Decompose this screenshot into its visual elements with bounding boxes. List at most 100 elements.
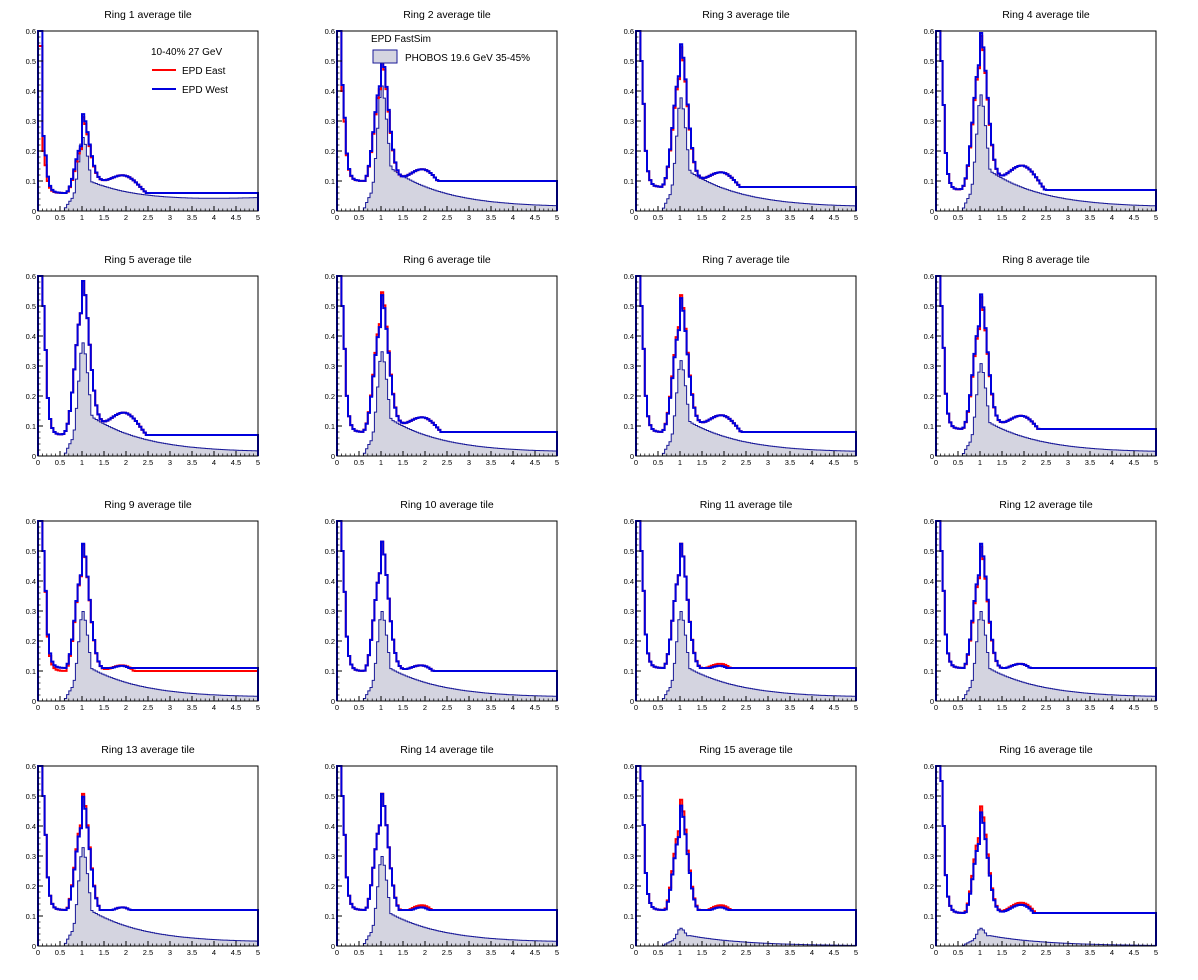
phobos-histogram: [960, 94, 1157, 212]
west-histogram: [336, 765, 558, 946]
x-tick-label: 2: [124, 703, 128, 712]
panel-ring-15: Ring 15 average tile 0 0.5 1 1.5 2 2.5 3 3.5 4 4.5…: [624, 744, 859, 957]
y-tick-label: 0.4: [26, 577, 36, 586]
x-tick-label: 2.5: [1041, 948, 1051, 957]
x-tick-label: 2: [722, 948, 726, 957]
x-tick-label: 3.5: [1085, 458, 1095, 467]
phobos-histogram: [361, 856, 558, 947]
x-tick-label: 0: [934, 703, 938, 712]
east-histogram: [635, 520, 857, 701]
panel-title: Ring 5 average tile: [104, 254, 192, 266]
y-tick-label: 0: [930, 207, 934, 216]
west-histogram: [336, 275, 558, 456]
y-tick-label: 0.5: [325, 302, 335, 311]
x-tick-label: 1.5: [99, 213, 109, 222]
x-tick-label: 0: [634, 458, 638, 467]
y-tick-label: 0.4: [624, 332, 634, 341]
plot-frame: [635, 30, 857, 212]
x-tick-label: 2: [722, 703, 726, 712]
panel-ring-3: Ring 3 average tile 0 0.5 1 1.5 2 2.5 3 3.5 4 4.5 5…: [624, 9, 859, 222]
x-tick-label: 4: [511, 458, 515, 467]
legend-ring2: EPD FastSim PHOBOS 19.6 GeV 35-45%: [371, 34, 530, 64]
x-tick-label: 3.5: [486, 703, 496, 712]
y-tick-label: 0: [32, 942, 36, 951]
y-tick-label: 0.6: [325, 517, 335, 526]
panel-ring-8: Ring 8 average tile 0 0.5 1 1.5 2 2.5 3 3.5 4 4.5 5…: [924, 254, 1159, 467]
y-tick-label: 0.3: [26, 852, 36, 861]
x-tick-label: 5: [256, 948, 260, 957]
y-tick-label: 0.2: [624, 882, 634, 891]
y-tick-label: 0.5: [924, 57, 934, 66]
x-tick-label: 0: [335, 703, 339, 712]
x-tick-label: 1: [978, 458, 982, 467]
panel-ring-12: Ring 12 average tile 0 0.5 1 1.5 2 2.5 3 3.5 4 4.5…: [924, 499, 1159, 712]
panel-title: Ring 3 average tile: [702, 9, 790, 21]
west-histogram: [635, 520, 857, 701]
x-tick-label: 4: [1110, 213, 1114, 222]
x-tick-label: 3.5: [1085, 213, 1095, 222]
y-tick-label: 0.3: [624, 607, 634, 616]
x-tick-label: 3: [1066, 213, 1070, 222]
y-tick-label: 0.6: [624, 517, 634, 526]
y-tick-label: 0.1: [325, 177, 335, 186]
x-tick-label: 4.5: [1129, 458, 1139, 467]
y-tick-label: 0.2: [924, 392, 934, 401]
x-tick-label: 0: [634, 213, 638, 222]
y-tick-label: 0.5: [26, 547, 36, 556]
west-histogram: [935, 275, 1157, 456]
west-histogram: [37, 30, 259, 211]
x-tick-label: 1.5: [398, 458, 408, 467]
y-tick-label: 0.4: [924, 87, 934, 96]
y-tick-label: 0.1: [325, 912, 335, 921]
x-tick-label: 1.5: [99, 458, 109, 467]
y-tick-label: 0: [32, 452, 36, 461]
y-tick-label: 0.2: [924, 147, 934, 156]
y-tick-label: 0.3: [26, 117, 36, 126]
x-tick-label: 1.5: [99, 703, 109, 712]
x-tick-label: 4.5: [231, 948, 241, 957]
y-tick-label: 0.4: [325, 822, 335, 831]
y-tick-label: 0.6: [325, 272, 335, 281]
y-tick-label: 0.6: [924, 517, 934, 526]
x-tick-label: 1: [678, 948, 682, 957]
x-tick-label: 3.5: [785, 948, 795, 957]
plot-frame: [635, 275, 857, 457]
east-histogram: [37, 520, 259, 701]
y-tick-label: 0.3: [325, 117, 335, 126]
x-tick-label: 1: [80, 703, 84, 712]
east-histogram: [336, 275, 558, 456]
x-tick-label: 5: [854, 458, 858, 467]
x-tick-label: 1.5: [997, 703, 1007, 712]
plot-frame: [935, 30, 1157, 212]
phobos-histogram: [62, 342, 259, 457]
x-tick-label: 3: [766, 213, 770, 222]
x-tick-label: 3.5: [486, 213, 496, 222]
y-tick-label: 0.4: [26, 87, 36, 96]
y-tick-label: 0.2: [26, 392, 36, 401]
plot-frame: [37, 765, 259, 947]
y-tick-label: 0.2: [325, 882, 335, 891]
legend-fastsim-title: EPD FastSim: [371, 34, 431, 45]
x-tick-label: 4: [1110, 948, 1114, 957]
x-tick-label: 2.5: [442, 458, 452, 467]
y-tick-label: 0.6: [325, 27, 335, 36]
x-tick-label: 2.5: [143, 703, 153, 712]
plot-frame: [336, 275, 558, 457]
x-tick-label: 5: [555, 213, 559, 222]
y-tick-label: 0.2: [325, 147, 335, 156]
x-tick-label: 5: [854, 213, 858, 222]
y-tick-label: 0.2: [924, 882, 934, 891]
x-tick-label: 4.5: [1129, 213, 1139, 222]
y-tick-label: 0: [630, 942, 634, 951]
x-tick-label: 0.5: [354, 458, 364, 467]
y-tick-label: 0.6: [26, 272, 36, 281]
legend-west-label: EPD West: [182, 85, 228, 96]
panel-ring-13: Ring 13 average tile 0 0.5 1 1.5 2 2.5 3 3.5 4 4.5…: [26, 744, 261, 957]
phobos-histogram: [62, 136, 259, 212]
legend-phobos-swatch: [372, 49, 398, 64]
plot-frame: [635, 520, 857, 702]
x-tick-label: 0: [36, 948, 40, 957]
y-tick-label: 0.1: [924, 177, 934, 186]
y-tick-label: 0.6: [624, 27, 634, 36]
x-tick-label: 3: [467, 948, 471, 957]
